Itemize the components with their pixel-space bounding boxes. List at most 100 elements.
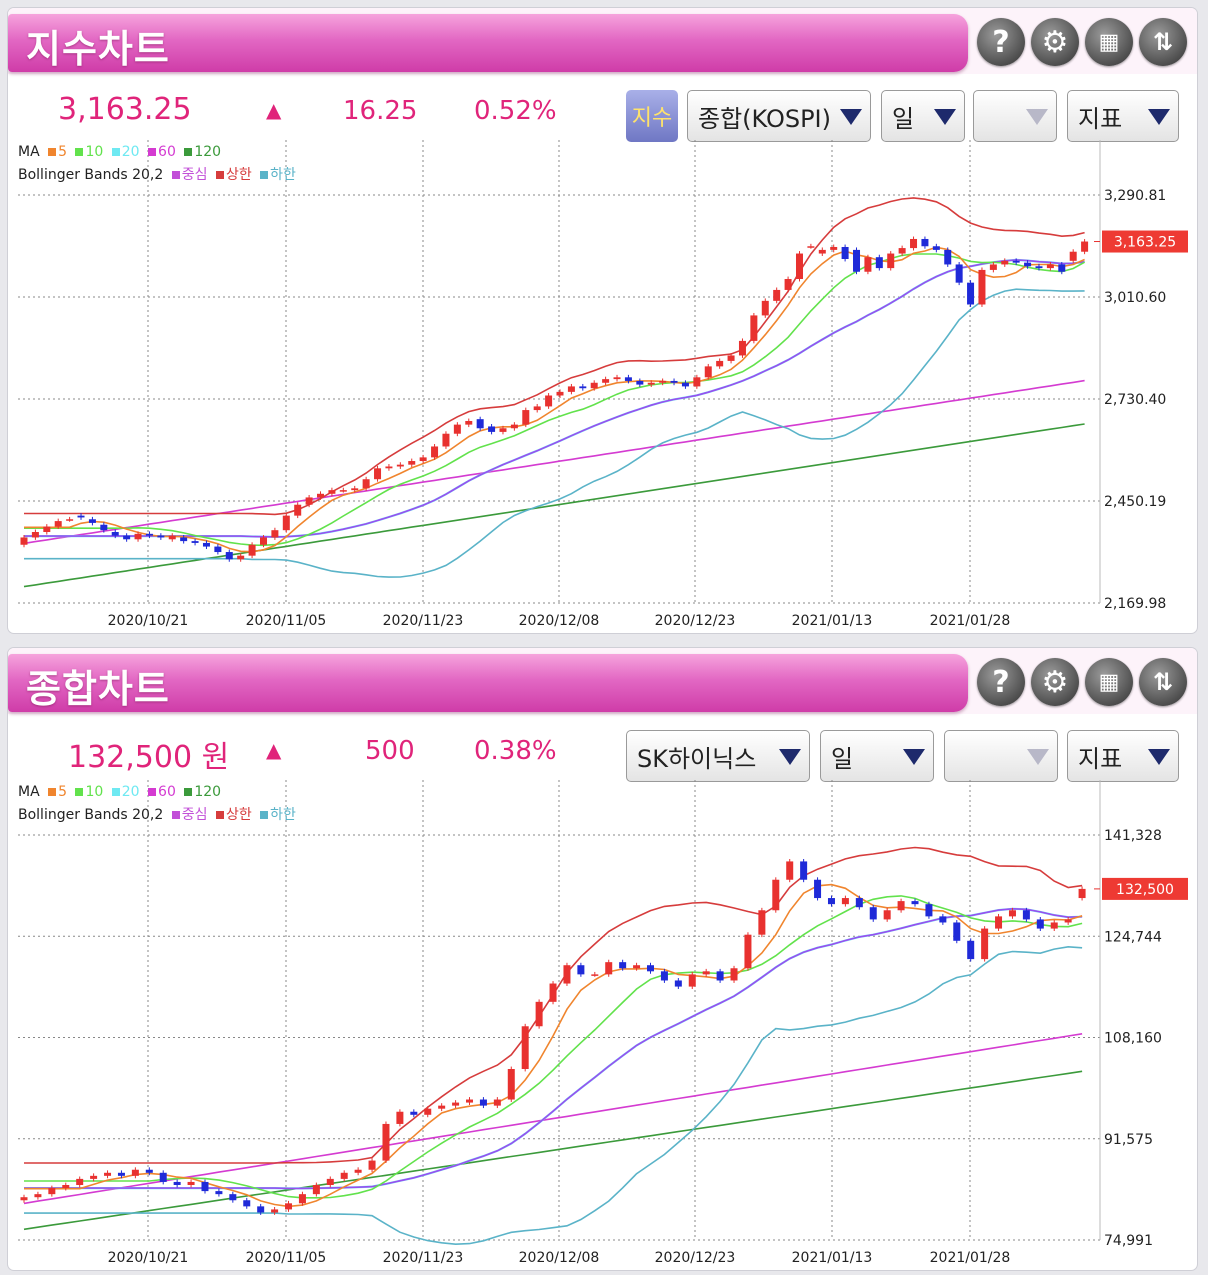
candle-body xyxy=(159,1172,167,1182)
candle-body xyxy=(145,1169,153,1173)
candle-body xyxy=(521,1026,529,1069)
indicator-button[interactable]: 지표 xyxy=(1067,730,1179,782)
x-tick-label: 2020/12/08 xyxy=(519,613,600,629)
y-tick-label: 91,575 xyxy=(1104,1132,1153,1148)
candle-body xyxy=(827,898,835,905)
candlestick-chart[interactable]: 3,290.81 3,010.60 2,730.40 2,450.19 2,169.98… xyxy=(8,140,1197,633)
chevron-down-icon xyxy=(1148,109,1170,125)
candle-body xyxy=(590,382,598,389)
grid-icon[interactable]: ▦ xyxy=(1085,18,1133,66)
candle-body xyxy=(693,377,701,387)
quote-bar: 132,500 원 ▲ 500 0.38% SK하이닉스 일 지표 xyxy=(8,714,1197,786)
candle-body xyxy=(104,1172,112,1176)
chart-area[interactable]: 3,290.81 3,010.60 2,730.40 2,450.19 2,169.98… xyxy=(8,140,1197,633)
candle-body xyxy=(201,1181,209,1192)
candle-body xyxy=(1050,922,1058,929)
price-change: 500 xyxy=(365,736,415,766)
candle-body xyxy=(298,1194,306,1204)
candle-body xyxy=(646,965,654,972)
legend-ma20: 20 xyxy=(121,144,140,160)
candle-body xyxy=(66,519,74,521)
candle-body xyxy=(1036,919,1044,929)
candle-body xyxy=(76,1178,84,1185)
settings-icon[interactable]: ⚙ xyxy=(1031,658,1079,706)
candle-body xyxy=(545,395,553,407)
chevron-down-icon xyxy=(1148,749,1170,765)
candle-body xyxy=(533,406,541,411)
chart-area[interactable]: 141,328 124,744 108,160 91,575 74,991 2020/10… xyxy=(8,780,1197,1270)
candle-body xyxy=(507,1068,515,1100)
candle-body xyxy=(465,420,473,425)
candle-body xyxy=(354,1169,362,1173)
candle-body xyxy=(294,504,302,516)
candle-body xyxy=(800,861,808,880)
candle-body xyxy=(744,934,752,969)
candle-body xyxy=(340,1172,348,1179)
period-select-value: 일 xyxy=(831,744,854,773)
candlestick-chart[interactable]: 141,328 124,744 108,160 91,575 74,991 2020/10… xyxy=(8,780,1197,1270)
extra-select[interactable] xyxy=(973,90,1057,142)
legend-bb-upper: 상한 xyxy=(225,167,252,183)
candle-body xyxy=(479,1099,487,1106)
candle-body xyxy=(1046,264,1054,269)
legend-bb-upper: 상한 xyxy=(225,807,252,823)
x-tick-label: 2021/01/28 xyxy=(930,1250,1011,1266)
candle-body xyxy=(1081,241,1089,252)
extra-select[interactable] xyxy=(944,730,1058,782)
ma60-line xyxy=(23,1033,1083,1205)
candle-body xyxy=(248,544,256,556)
period-select[interactable]: 일 xyxy=(820,730,934,782)
candle-body xyxy=(408,461,416,465)
help-icon[interactable]: ? xyxy=(977,658,1025,706)
legend-ma: MA 5 10 20 60 120 xyxy=(18,144,296,160)
y-tick-label: 2,450.19 xyxy=(1104,494,1166,510)
swap-icon[interactable]: ⇅ xyxy=(1139,18,1187,66)
ma5-line xyxy=(24,883,1083,1208)
candle-body xyxy=(563,965,571,984)
chevron-down-icon xyxy=(840,109,862,125)
period-select[interactable]: 일 xyxy=(881,90,965,142)
swap-icon[interactable]: ⇅ xyxy=(1139,658,1187,706)
legend-bb: Bollinger Bands 20,2 중심 상한 하한 xyxy=(18,164,296,184)
candle-body xyxy=(670,380,678,383)
candle-body xyxy=(452,1102,460,1106)
candle-body xyxy=(225,552,233,560)
candle-body xyxy=(967,282,975,305)
x-tick-label: 2020/12/08 xyxy=(519,1250,600,1266)
candle-body xyxy=(750,315,758,341)
candle-body xyxy=(31,532,39,538)
grid-icon[interactable]: ▦ xyxy=(1085,658,1133,706)
candle-body xyxy=(704,366,712,378)
candle-body xyxy=(285,1203,293,1210)
candle-body xyxy=(229,1194,237,1201)
quote-bar: 3,163.25 ▲ 16.25 0.52% 지수 종합(KOSPI) 일 지표 xyxy=(8,74,1197,146)
settings-icon[interactable]: ⚙ xyxy=(1031,18,1079,66)
symbol-select[interactable]: SK하이닉스 xyxy=(626,730,810,782)
candle-body xyxy=(1001,260,1009,265)
candle-body xyxy=(202,542,210,547)
index-button[interactable]: 지수 xyxy=(626,90,678,142)
candle-body xyxy=(77,515,85,518)
candle-body xyxy=(396,1111,404,1124)
candle-body xyxy=(453,424,461,434)
candle-body xyxy=(191,541,199,543)
current-price: 132,500 원 xyxy=(68,740,230,775)
legend-ma60: 60 xyxy=(158,784,176,800)
candle-body xyxy=(647,382,655,385)
ma10-line xyxy=(24,253,1085,547)
help-icon[interactable]: ? xyxy=(977,18,1025,66)
symbol-select-value: SK하이닉스 xyxy=(637,744,757,773)
symbol-select[interactable]: 종합(KOSPI) xyxy=(687,90,871,142)
candle-body xyxy=(257,1206,265,1213)
bollinger-upper-line xyxy=(24,846,1083,1164)
candle-body xyxy=(424,1108,432,1115)
candle-body xyxy=(773,289,781,301)
indicator-button-label: 지표 xyxy=(1078,744,1123,773)
candle-body xyxy=(830,246,838,250)
candle-body xyxy=(1024,262,1032,267)
candle-body xyxy=(396,464,404,467)
legend-ma5: 5 xyxy=(58,144,68,160)
indicator-button[interactable]: 지표 xyxy=(1067,90,1179,142)
candle-body xyxy=(841,246,849,259)
legend-ma-label: MA xyxy=(18,144,40,160)
